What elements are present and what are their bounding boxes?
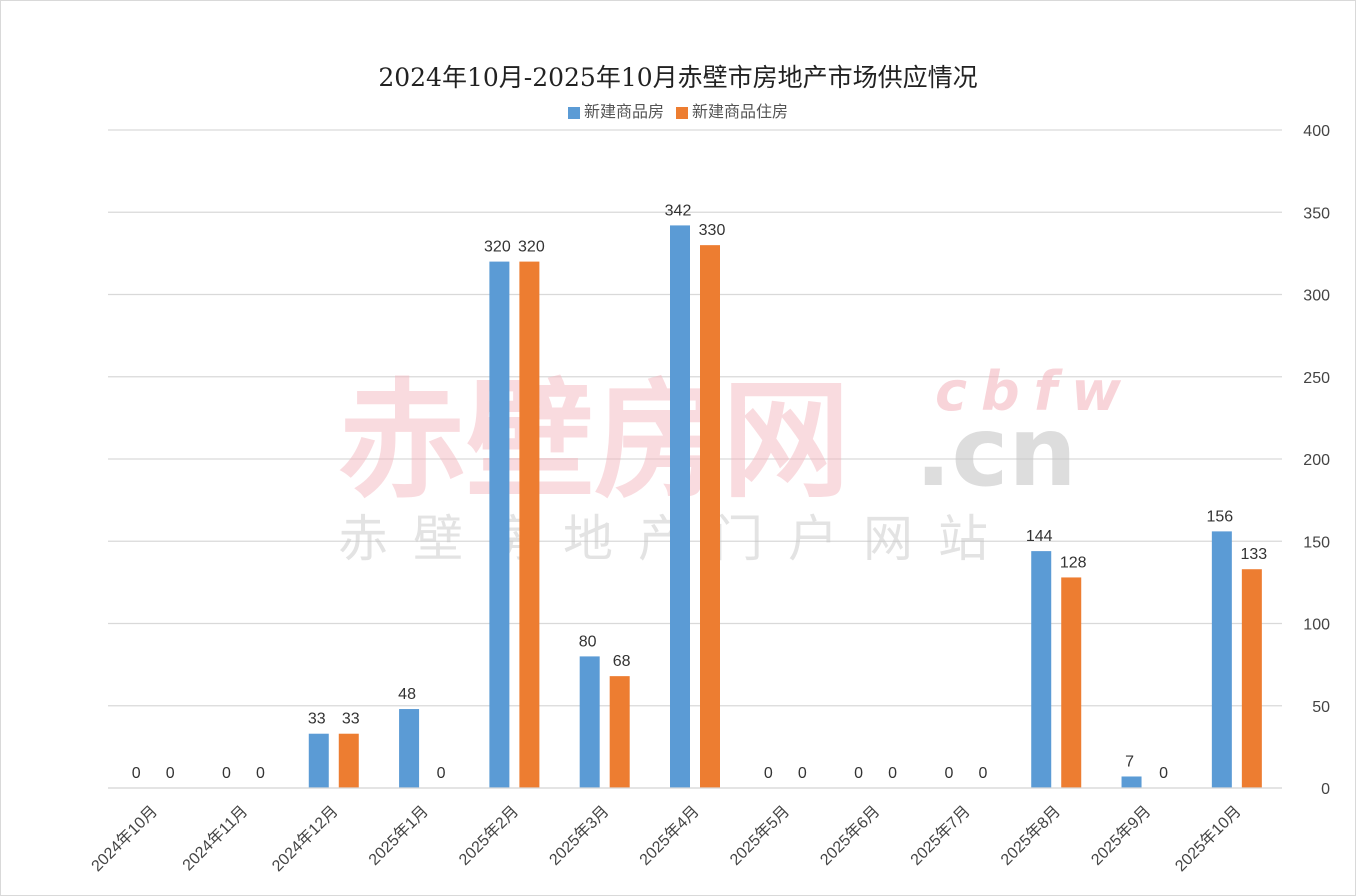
- data-label: 33: [342, 711, 360, 728]
- data-label: 144: [1026, 528, 1053, 545]
- legend: 新建商品房 新建商品住房: [0, 98, 1356, 122]
- x-tick-label: 2025年9月: [1088, 802, 1155, 869]
- y-tick-label: 250: [1303, 370, 1330, 387]
- data-label: 48: [398, 686, 416, 703]
- x-tick-label: 2024年12月: [268, 802, 341, 875]
- bar-blue: [670, 225, 690, 788]
- data-label: 0: [798, 765, 807, 782]
- data-label: 0: [888, 765, 897, 782]
- bar-orange: [609, 676, 630, 788]
- x-tick-label: 2025年4月: [636, 802, 703, 869]
- x-tick-label: 2025年6月: [817, 802, 884, 869]
- bar-orange: [1241, 569, 1262, 788]
- x-tick-label: 2024年10月: [88, 802, 161, 875]
- data-label: 0: [1159, 765, 1168, 782]
- bar-blue: [399, 709, 420, 788]
- data-label: 0: [222, 765, 231, 782]
- bar-blue: [1211, 531, 1232, 788]
- data-label: 0: [256, 765, 265, 782]
- legend-swatch-orange: [676, 106, 688, 119]
- legend-item-1: 新建商品住房: [676, 98, 788, 122]
- x-tick-label: 2025年8月: [997, 802, 1064, 869]
- watermark-main: 赤壁房网: [338, 367, 850, 516]
- data-label: 80: [579, 633, 597, 650]
- x-tick-label: 2025年1月: [365, 802, 432, 869]
- bar-blue: [579, 656, 600, 788]
- legend-label: 新建商品住房: [692, 102, 789, 121]
- data-label: 0: [978, 765, 987, 782]
- x-tick-label: 2025年3月: [546, 802, 613, 869]
- bar-orange: [519, 261, 540, 789]
- data-label: 0: [132, 765, 141, 782]
- data-label: 128: [1060, 554, 1087, 571]
- bar-blue: [308, 733, 329, 788]
- watermark-sub: 赤壁房地产门户网站: [338, 510, 1013, 568]
- watermark-latin: cbfw: [935, 360, 1135, 423]
- y-tick-label: 200: [1303, 452, 1330, 469]
- data-label: 0: [854, 765, 863, 782]
- bar-orange: [1061, 577, 1082, 788]
- x-tick-label: 2025年2月: [455, 802, 522, 869]
- y-tick-label: 400: [1303, 123, 1330, 140]
- y-tick-label: 0: [1321, 781, 1330, 798]
- data-label: 33: [308, 711, 326, 728]
- bar-blue: [1121, 776, 1142, 788]
- data-label: 320: [518, 239, 545, 256]
- data-label: 68: [613, 653, 631, 670]
- legend-swatch-blue: [567, 106, 580, 119]
- data-label: 133: [1240, 546, 1267, 563]
- y-tick-label: 100: [1303, 617, 1330, 634]
- data-label: 0: [166, 765, 175, 782]
- bar-blue: [489, 261, 510, 789]
- x-tick-label: 2024年11月: [179, 802, 251, 874]
- data-label: 7: [1125, 753, 1134, 770]
- data-label: 0: [944, 765, 953, 782]
- y-tick-label: 350: [1303, 205, 1330, 222]
- x-tick-label: 2025年5月: [726, 802, 793, 869]
- x-tick-label: 2025年7月: [907, 802, 974, 869]
- data-label: 342: [665, 202, 692, 219]
- watermark-domain: .cn: [915, 396, 1077, 508]
- legend-item-0: 新建商品房: [567, 98, 664, 122]
- y-tick-label: 300: [1303, 288, 1330, 305]
- chart-title: 2024年10月-2025年10月赤壁市房地产市场供应情况: [378, 63, 978, 92]
- data-label: 320: [484, 239, 511, 256]
- x-tick-label: 2025年10月: [1172, 802, 1245, 875]
- y-tick-label: 150: [1303, 534, 1330, 551]
- bar-blue: [1031, 551, 1052, 788]
- data-label: 0: [437, 765, 446, 782]
- bar-orange: [338, 733, 359, 788]
- data-label: 0: [764, 765, 773, 782]
- data-label: 156: [1206, 508, 1233, 525]
- y-tick-label: 50: [1312, 699, 1330, 716]
- data-label: 330: [699, 222, 726, 239]
- bar-orange: [700, 245, 720, 788]
- legend-label: 新建商品房: [583, 102, 664, 121]
